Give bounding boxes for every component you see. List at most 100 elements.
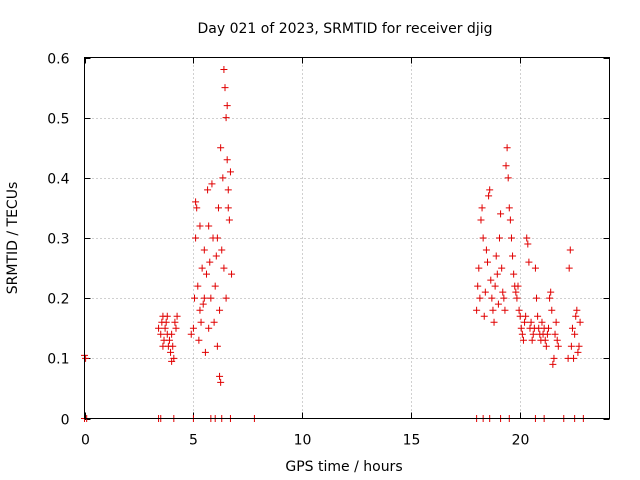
- data-point: [194, 282, 202, 290]
- data-point: [534, 312, 542, 320]
- data-point: [538, 318, 546, 326]
- data-point: [217, 378, 225, 386]
- y-tick-label: 0.5: [47, 112, 69, 128]
- data-point: [542, 342, 550, 350]
- data-point: [192, 198, 200, 206]
- data-point: [211, 282, 219, 290]
- data-point: [222, 114, 230, 122]
- data-point: [521, 318, 529, 326]
- data-point: [197, 318, 205, 326]
- data-point: [205, 222, 213, 230]
- data-point: [527, 318, 535, 326]
- data-point: [573, 306, 581, 314]
- data-point: [219, 174, 227, 182]
- data-point: [478, 204, 486, 212]
- data-point: [162, 318, 170, 326]
- data-point: [168, 330, 176, 338]
- data-point: [491, 282, 499, 290]
- data-point: [218, 246, 226, 254]
- data-point: [216, 306, 224, 314]
- data-point: [565, 264, 573, 272]
- data-point: [201, 348, 209, 356]
- data-point: [514, 282, 522, 290]
- data-point: [220, 66, 228, 74]
- gridlines: [84, 57, 610, 419]
- x-tick-label: 20: [512, 433, 530, 449]
- data-point: [173, 312, 181, 320]
- x-tick-label: 15: [403, 433, 421, 449]
- data-point: [506, 216, 514, 224]
- data-point: [473, 306, 481, 314]
- data-point: [207, 294, 215, 302]
- data-point: [550, 354, 558, 362]
- data-point: [524, 240, 532, 248]
- data-point: [221, 84, 229, 92]
- data-point: [172, 324, 180, 332]
- data-point: [222, 294, 230, 302]
- axes: 0 0.1 0.2 0.3 0.4 0.5 0.6 0 5 10 15 20: [47, 52, 610, 449]
- data-point: [513, 294, 521, 302]
- data-point: [165, 336, 173, 344]
- data-point: [549, 360, 557, 368]
- data-point: [517, 324, 525, 332]
- data-point: [553, 336, 561, 344]
- data-point: [570, 354, 578, 362]
- data-point: [528, 336, 536, 344]
- data-point: [488, 294, 496, 302]
- data-point: [476, 294, 484, 302]
- data-point: [547, 288, 555, 296]
- x-tick-label: 10: [294, 433, 312, 449]
- data-point: [507, 234, 515, 242]
- data-point: [82, 354, 90, 362]
- data-point: [523, 234, 531, 242]
- data-point: [163, 312, 171, 320]
- data-point: [200, 294, 208, 302]
- data-point: [566, 246, 574, 254]
- data-point: [519, 336, 527, 344]
- data-point: [493, 270, 501, 278]
- data-point: [495, 234, 503, 242]
- data-point: [576, 318, 584, 326]
- data-point: [192, 234, 200, 242]
- data-point: [196, 306, 204, 314]
- data-point: [546, 294, 554, 302]
- data-point: [171, 318, 179, 326]
- data-point: [543, 330, 551, 338]
- data-point: [205, 324, 213, 332]
- data-point: [501, 306, 509, 314]
- data-point: [525, 258, 533, 266]
- data-point: [500, 294, 508, 302]
- data-point: [223, 156, 231, 164]
- data-point: [572, 312, 580, 320]
- data-point: [567, 342, 575, 350]
- data-point: [157, 330, 165, 338]
- data-point: [518, 330, 526, 338]
- data-point: [552, 318, 560, 326]
- data-point: [169, 342, 177, 350]
- data-point: [213, 234, 221, 242]
- data-point: [489, 306, 497, 314]
- data-point: [159, 342, 167, 350]
- y-axis-label: SRMTID / TECUs: [5, 182, 21, 295]
- data-point: [498, 264, 506, 272]
- x-tick-label: 5: [189, 433, 198, 449]
- data-point: [533, 294, 541, 302]
- data-point: [490, 318, 498, 326]
- data-point: [200, 246, 208, 254]
- data-point: [226, 168, 234, 176]
- data-point: [155, 324, 163, 332]
- data-point: [545, 324, 553, 332]
- x-axis-label: GPS time / hours: [285, 459, 402, 475]
- data-point: [531, 264, 539, 272]
- data-point: [529, 330, 537, 338]
- y-tick-label: 0.2: [47, 292, 69, 308]
- data-point: [198, 264, 206, 272]
- data-point: [509, 252, 517, 260]
- data-point: [477, 216, 485, 224]
- data-point: [504, 174, 512, 182]
- data-point: [225, 216, 233, 224]
- data-point: [541, 336, 549, 344]
- data-point: [168, 357, 176, 365]
- y-tick-label: 0.6: [47, 52, 69, 68]
- data-point: [512, 288, 520, 296]
